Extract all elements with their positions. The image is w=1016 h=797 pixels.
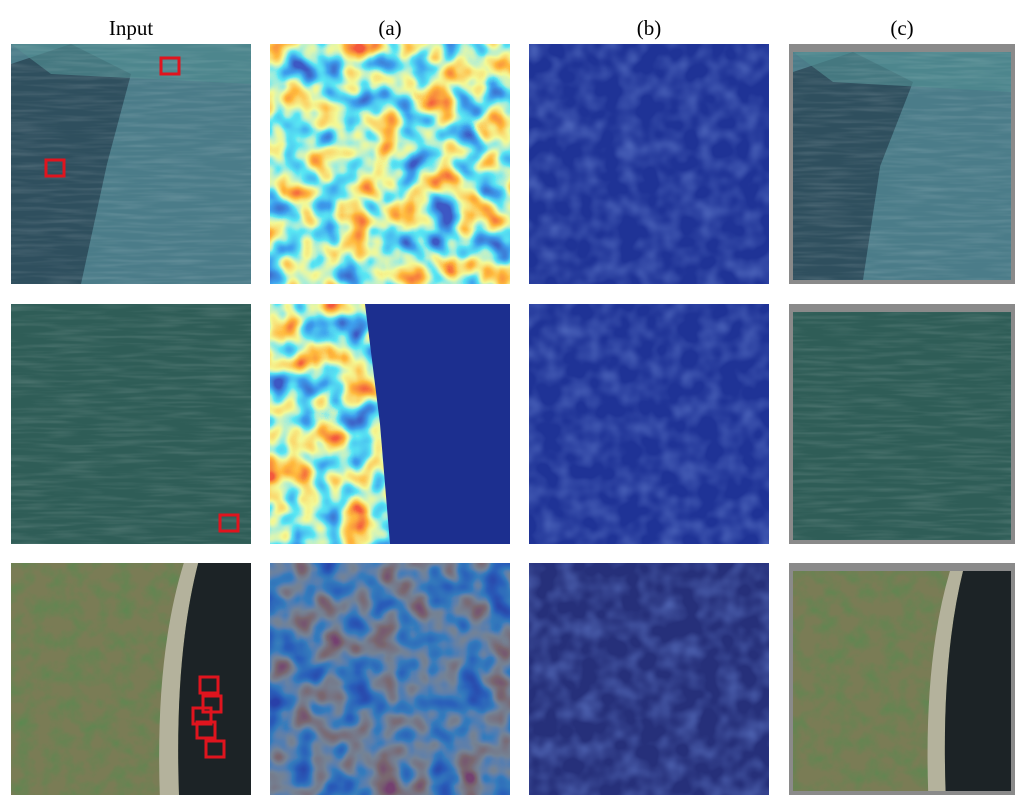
panel-image [529,304,769,544]
panel [270,563,510,795]
waves [793,52,1011,280]
panel [789,563,1015,795]
column-header: (c) [890,16,913,40]
panel-image [11,563,251,795]
tint [270,563,510,795]
column-header: (a) [378,16,401,40]
heatmap-noise [270,44,510,284]
page: Input(a)(b)(c) (() => { const data = JSO… [0,0,1016,797]
panel [11,563,251,795]
panel [529,563,769,795]
column-header: (b) [637,16,662,40]
panel [11,304,251,544]
panel [789,44,1015,284]
panel [529,304,769,544]
heatmap-noise [529,304,769,544]
panel-image [270,304,510,544]
panel [270,304,510,544]
panel [529,44,769,284]
panels [11,44,1015,795]
panel-image [789,563,1015,795]
panel-image [270,563,510,795]
column-headers: Input (a) (b) (c) [109,16,914,40]
figure: Input (a) (b) (c) [0,0,1016,797]
column-header: Input [109,16,153,40]
panel-image [529,44,769,284]
heatmap-noise [529,44,769,284]
panel-image [11,304,251,544]
heatmap-noise [529,563,769,795]
panel [270,44,510,284]
panel-image [529,563,769,795]
panel [789,304,1015,544]
waves [11,304,251,544]
panel-image [789,304,1015,544]
waves [793,312,1011,540]
panel-image [789,44,1015,284]
panel-image [270,44,510,284]
